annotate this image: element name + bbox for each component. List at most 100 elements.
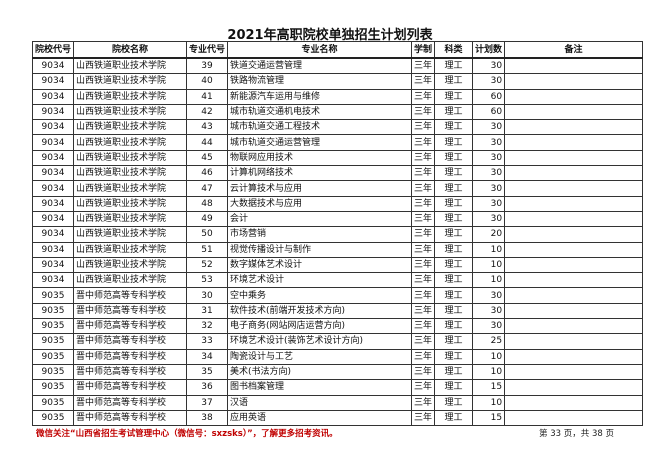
cell-major-code: 39 <box>186 57 229 75</box>
table-row: 9035 晋中师范高等专科学校 36 图书档案管理 三年 理工 15 <box>31 379 644 396</box>
cell-school-name: 山西铁道职业技术学院 <box>73 57 188 75</box>
cell-school-name: 晋中师范高等专科学校 <box>73 409 188 427</box>
cell-major-code: 43 <box>186 119 229 136</box>
cell-remarks <box>504 409 644 427</box>
cell-school-name: 山西铁道职业技术学院 <box>73 272 188 289</box>
table-row: 9035 晋中师范高等专科学校 30 空中乘务 三年 理工 30 <box>31 287 644 304</box>
cell-major-name: 汉语 <box>227 394 413 411</box>
cell-school-code: 9035 <box>31 394 75 411</box>
cell-major-code: 53 <box>186 272 229 289</box>
table-row: 9034 山西铁道职业技术学院 53 环境艺术设计 三年 理工 10 <box>31 272 644 289</box>
cell-major-name: 环境艺术设计(装饰艺术设计方向) <box>227 333 413 350</box>
cell-major-name: 新能源汽车运用与维修 <box>227 88 413 105</box>
header-school-name: 院校名称 <box>73 41 188 59</box>
cell-plan-count: 30 <box>472 210 506 228</box>
cell-school-name: 晋中师范高等专科学校 <box>73 379 188 396</box>
cell-category: 理工 <box>434 149 474 167</box>
cell-category: 理工 <box>434 103 474 121</box>
cell-category: 理工 <box>434 119 474 136</box>
cell-major-code: 33 <box>186 333 229 350</box>
cell-duration: 三年 <box>411 363 436 381</box>
cell-major-code: 52 <box>186 256 229 274</box>
cell-plan-count: 25 <box>472 333 506 350</box>
cell-remarks <box>504 134 644 151</box>
cell-remarks <box>504 88 644 105</box>
cell-school-name: 山西铁道职业技术学院 <box>73 134 188 151</box>
cell-school-name: 晋中师范高等专科学校 <box>73 348 188 365</box>
table-header-row: 院校代号 院校名称 专业代号 专业名称 学制 科类 计划数 备注 <box>31 41 644 59</box>
cell-remarks <box>504 241 644 258</box>
cell-duration: 三年 <box>411 134 436 151</box>
cell-duration: 三年 <box>411 256 436 274</box>
cell-remarks <box>504 195 644 212</box>
header-duration: 学制 <box>411 41 436 59</box>
cell-school-code: 9035 <box>31 302 75 320</box>
cell-duration: 三年 <box>411 394 436 411</box>
cell-school-name: 晋中师范高等专科学校 <box>73 394 188 411</box>
table-row: 9035 晋中师范高等专科学校 33 环境艺术设计(装饰艺术设计方向) 三年 理工 25 <box>31 333 644 350</box>
cell-remarks <box>504 226 644 243</box>
cell-category: 理工 <box>434 409 474 427</box>
cell-duration: 三年 <box>411 409 436 427</box>
table-row: 9034 山西铁道职业技术学院 49 会计 三年 理工 30 <box>31 210 644 228</box>
cell-major-name: 物联网应用技术 <box>227 149 413 167</box>
cell-school-name: 山西铁道职业技术学院 <box>73 195 188 212</box>
cell-major-code: 51 <box>186 241 229 258</box>
cell-category: 理工 <box>434 165 474 182</box>
table-row: 9034 山西铁道职业技术学院 40 铁路物流管理 三年 理工 30 <box>31 73 644 90</box>
cell-school-name: 山西铁道职业技术学院 <box>73 180 188 197</box>
cell-plan-count: 30 <box>472 302 506 320</box>
cell-duration: 三年 <box>411 210 436 228</box>
enrollment-plan-table: 院校代号 院校名称 专业代号 专业名称 学制 科类 计划数 备注 9034 山西铁道职业技术学院… <box>31 41 644 427</box>
cell-school-name: 山西铁道职业技术学院 <box>73 226 188 243</box>
cell-school-name: 山西铁道职业技术学院 <box>73 241 188 258</box>
cell-remarks <box>504 73 644 90</box>
cell-category: 理工 <box>434 363 474 381</box>
cell-category: 理工 <box>434 73 474 90</box>
cell-plan-count: 30 <box>472 165 506 182</box>
cell-major-name: 应用英语 <box>227 409 413 427</box>
cell-school-code: 9034 <box>31 210 75 228</box>
cell-plan-count: 10 <box>472 256 506 274</box>
cell-major-name: 城市轨道交通工程技术 <box>227 119 413 136</box>
cell-school-name: 山西铁道职业技术学院 <box>73 210 188 228</box>
cell-remarks <box>504 256 644 274</box>
cell-school-name: 晋中师范高等专科学校 <box>73 363 188 381</box>
cell-category: 理工 <box>434 333 474 350</box>
table-row: 9034 山西铁道职业技术学院 39 铁道交通运营管理 三年 理工 30 <box>31 57 644 75</box>
table-row: 9035 晋中师范高等专科学校 34 陶瓷设计与工艺 三年 理工 10 <box>31 348 644 365</box>
cell-remarks <box>504 165 644 182</box>
cell-school-name: 晋中师范高等专科学校 <box>73 302 188 320</box>
cell-duration: 三年 <box>411 165 436 182</box>
table-row: 9034 山西铁道职业技术学院 43 城市轨道交通工程技术 三年 理工 30 <box>31 119 644 136</box>
table-row: 9034 山西铁道职业技术学院 50 市场营销 三年 理工 20 <box>31 226 644 243</box>
header-plan-count: 计划数 <box>472 41 506 59</box>
cell-plan-count: 10 <box>472 272 506 289</box>
cell-category: 理工 <box>434 318 474 335</box>
cell-major-code: 41 <box>186 88 229 105</box>
header-major-name: 专业名称 <box>227 41 413 59</box>
table-row: 9034 山西铁道职业技术学院 51 视觉传播设计与制作 三年 理工 10 <box>31 241 644 258</box>
cell-major-name: 会计 <box>227 210 413 228</box>
cell-school-name: 晋中师范高等专科学校 <box>73 333 188 350</box>
cell-major-name: 大数据技术与应用 <box>227 195 413 212</box>
cell-plan-count: 20 <box>472 226 506 243</box>
cell-duration: 三年 <box>411 302 436 320</box>
cell-duration: 三年 <box>411 226 436 243</box>
cell-school-name: 山西铁道职业技术学院 <box>73 88 188 105</box>
cell-duration: 三年 <box>411 241 436 258</box>
cell-major-name: 空中乘务 <box>227 287 413 304</box>
cell-school-code: 9035 <box>31 379 75 396</box>
cell-plan-count: 30 <box>472 149 506 167</box>
cell-plan-count: 30 <box>472 119 506 136</box>
cell-duration: 三年 <box>411 333 436 350</box>
cell-school-name: 晋中师范高等专科学校 <box>73 318 188 335</box>
table-row: 9034 山西铁道职业技术学院 48 大数据技术与应用 三年 理工 30 <box>31 195 644 212</box>
cell-school-code: 9035 <box>31 348 75 365</box>
cell-major-name: 图书档案管理 <box>227 379 413 396</box>
cell-major-code: 45 <box>186 149 229 167</box>
header-remarks: 备注 <box>504 41 644 59</box>
cell-school-code: 9034 <box>31 241 75 258</box>
cell-school-name: 山西铁道职业技术学院 <box>73 119 188 136</box>
table-row: 9034 山西铁道职业技术学院 45 物联网应用技术 三年 理工 30 <box>31 149 644 167</box>
